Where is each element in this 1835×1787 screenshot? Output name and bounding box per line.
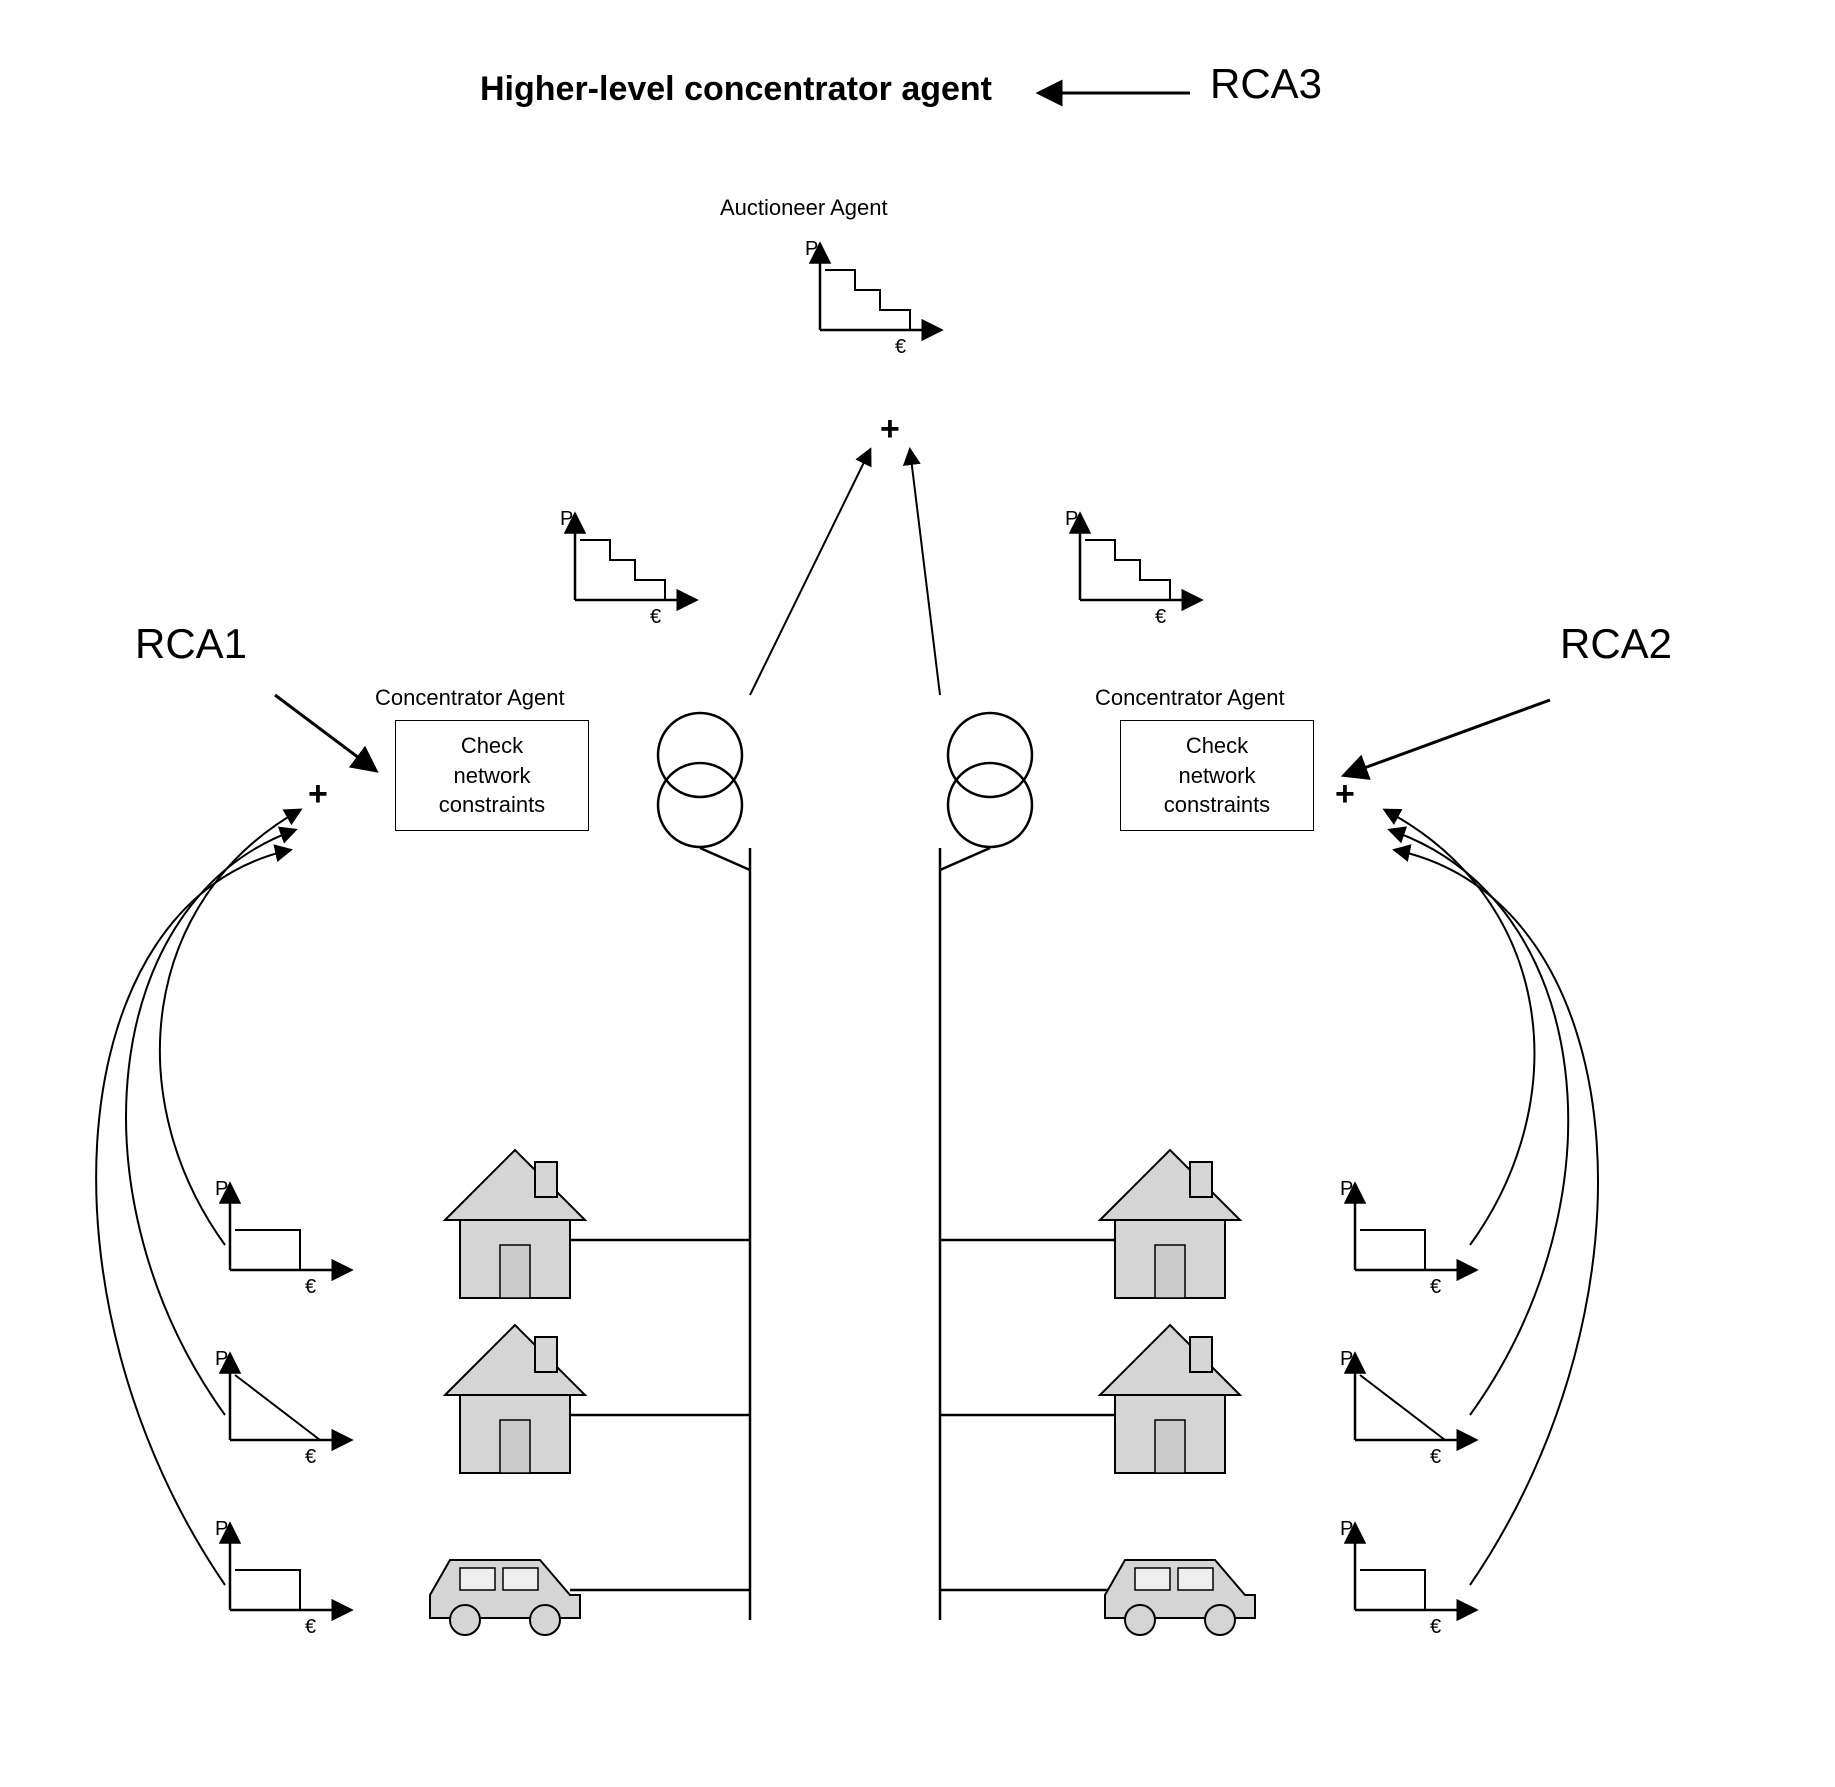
svg-text:€: € (895, 336, 906, 358)
svg-text:€: € (1430, 1276, 1441, 1298)
svg-text:P: P (215, 1348, 228, 1370)
house-icon (1100, 1325, 1240, 1473)
svg-text:€: € (305, 1616, 316, 1638)
curve-left-2 (126, 830, 295, 1415)
svg-text:€: € (1430, 1616, 1441, 1638)
mini-chart-right-2: P € (1340, 1348, 1475, 1468)
mini-chart-mid-left: P € (560, 508, 695, 628)
arrow-rca1 (275, 695, 375, 770)
mini-chart-left-1: P € (215, 1178, 350, 1298)
svg-text:€: € (305, 1446, 316, 1468)
mini-chart-right-3: P € (1340, 1518, 1475, 1638)
house-icon (445, 1150, 585, 1298)
svg-text:€: € (1430, 1446, 1441, 1468)
mini-chart-left-3: P € (215, 1518, 350, 1638)
svg-text:P: P (1340, 1518, 1353, 1540)
svg-text:€: € (1155, 606, 1166, 628)
diagram-canvas: Higher-level concentrator agent RCA3 RCA… (0, 0, 1835, 1787)
stub-left (700, 848, 750, 870)
house-icon (445, 1325, 585, 1473)
diagram-svg: P € P € P € P € (0, 0, 1835, 1787)
svg-text:P: P (560, 508, 573, 530)
svg-text:P: P (1340, 1178, 1353, 1200)
svg-text:€: € (305, 1276, 316, 1298)
house-icon (1100, 1150, 1240, 1298)
arrow-left-to-top (750, 450, 870, 695)
curve-right-3 (1395, 850, 1598, 1585)
car-icon (1105, 1560, 1255, 1635)
arrow-rca2 (1345, 700, 1550, 775)
car-icon (430, 1560, 580, 1635)
curve-right-2 (1390, 830, 1568, 1415)
transformer-right-icon (948, 713, 1032, 847)
mini-chart-top: P € (805, 238, 940, 358)
stub-right (940, 848, 990, 870)
mini-chart-mid-right: P € (1065, 508, 1200, 628)
svg-text:€: € (650, 606, 661, 628)
transformer-left-icon (658, 713, 742, 847)
svg-text:P: P (215, 1518, 228, 1540)
svg-text:P: P (1340, 1348, 1353, 1370)
curve-left-1 (160, 810, 300, 1245)
svg-text:P: P (1065, 508, 1078, 530)
mini-chart-right-1: P € (1340, 1178, 1475, 1298)
arrow-right-to-top (910, 450, 940, 695)
svg-text:P: P (215, 1178, 228, 1200)
svg-text:P: P (805, 238, 818, 260)
mini-chart-left-2: P € (215, 1348, 350, 1468)
curve-left-3 (96, 850, 290, 1585)
